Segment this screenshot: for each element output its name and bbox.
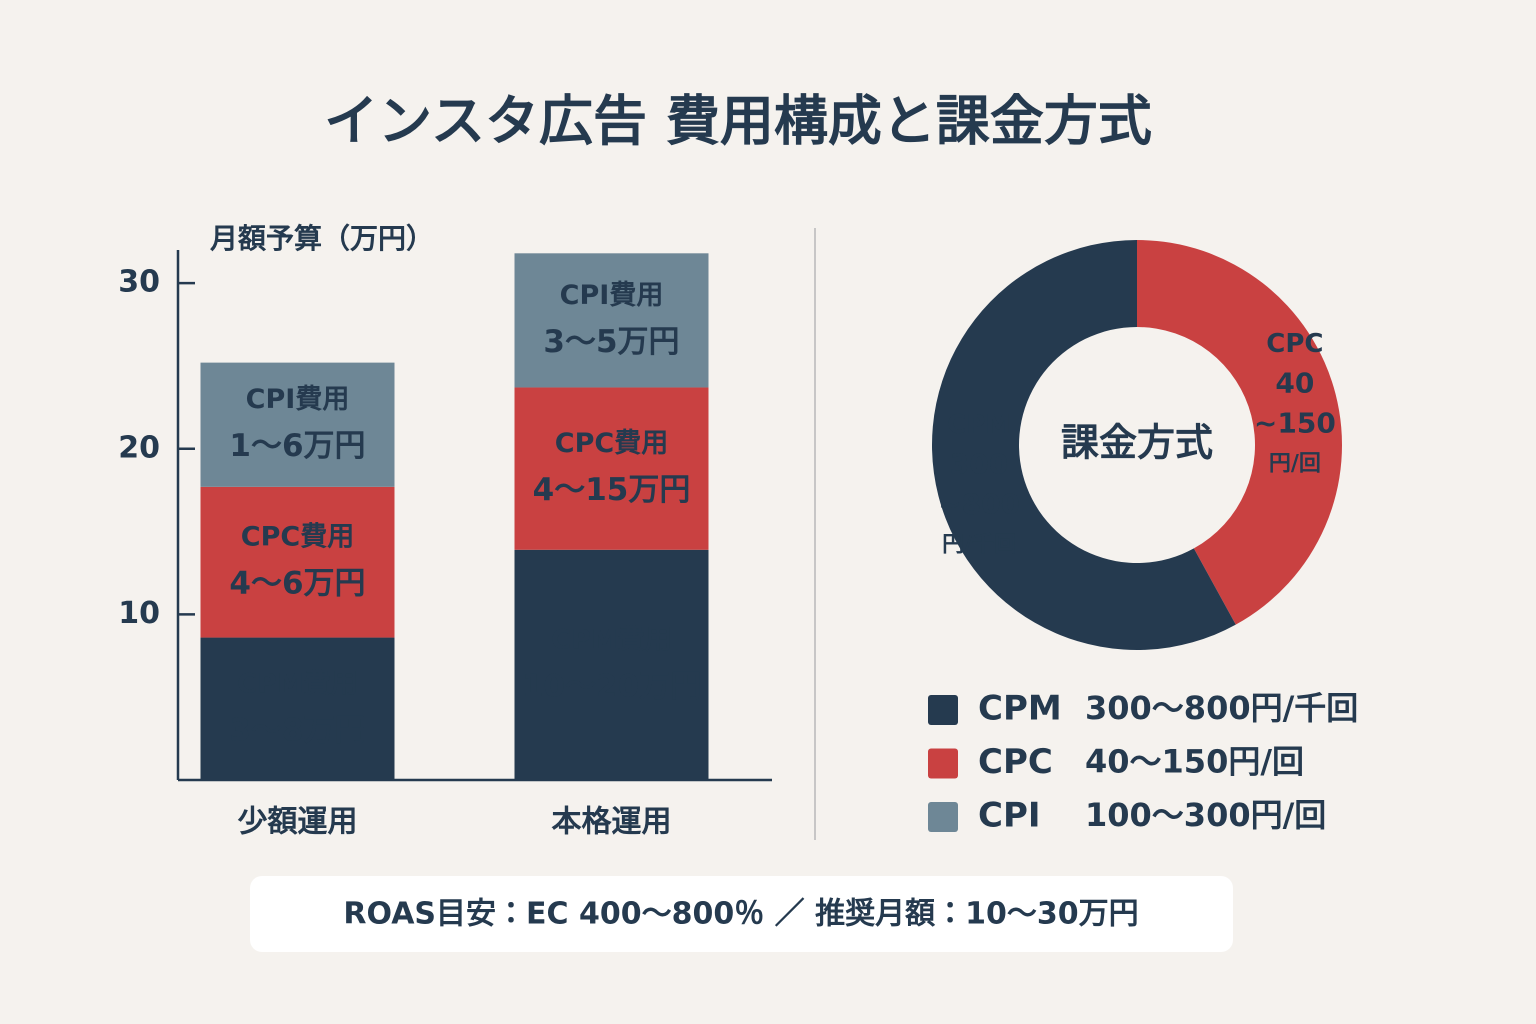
segment-range: 1～6万円 — [229, 428, 365, 464]
segment-range: 10～20万円 — [522, 668, 701, 704]
legend-name: CPI — [978, 796, 1041, 836]
legend-swatch — [928, 802, 958, 832]
x-tick-label: 本格運用 — [552, 805, 672, 840]
slice-label: ~150 — [1254, 406, 1336, 439]
donut-slice — [932, 240, 1236, 650]
bar-segment — [514, 549, 709, 780]
y-axis-label: 月額予算（万円） — [209, 222, 434, 255]
segment-range: 4～6万円 — [229, 566, 365, 602]
legend-swatch — [928, 695, 958, 725]
slice-label: ~800 — [938, 488, 1020, 521]
segment-name: CPI費用 — [246, 384, 350, 415]
bar-segment — [200, 486, 395, 638]
bar-segment — [514, 387, 709, 550]
segment-range: 3～5万円 — [543, 324, 679, 360]
slice-label: 300 — [950, 448, 1008, 481]
y-tick-label: 30 — [118, 265, 160, 300]
segment-name: CPC費用 — [555, 428, 668, 459]
footer-box — [250, 876, 1233, 952]
footer-note: ROAS目安：EC 400～800％ ／ 推奨月額：10～30万円 — [343, 897, 1138, 932]
legend-swatch — [928, 748, 958, 779]
segment-name: CPM費用 — [551, 624, 671, 655]
legend-text: 40～150円/回 — [1085, 743, 1304, 781]
slice-name: CPM — [947, 410, 1011, 440]
slice-label: 円/千回 — [942, 533, 1016, 558]
x-tick-label: 少額運用 — [238, 805, 358, 840]
slice-name: CPC — [1266, 329, 1323, 359]
y-tick-label: 20 — [118, 430, 160, 465]
legend-name: CPM — [978, 689, 1062, 729]
bar-segment — [200, 362, 395, 487]
legend-text: 300～800円/千回 — [1085, 689, 1358, 727]
donut-slice — [1137, 240, 1343, 625]
bar-segment — [514, 253, 709, 388]
slice-label: 円/回 — [1269, 451, 1321, 476]
segment-range: 3～8万円 — [229, 712, 365, 748]
segment-name: CPM費用 — [237, 668, 357, 699]
segment-name: CPC費用 — [241, 522, 354, 553]
title: インスタ広告 費用構成と課金方式 — [324, 90, 1152, 153]
legend-name: CPC — [978, 742, 1053, 782]
legend-text: 100～300円/回 — [1085, 796, 1326, 834]
y-tick-label: 10 — [118, 596, 160, 631]
slice-label: 40 — [1275, 366, 1314, 399]
donut-center-label: 課金方式 — [1061, 421, 1213, 465]
bar-segment — [200, 637, 395, 780]
segment-range: 4～15万円 — [533, 472, 691, 508]
segment-name: CPI費用 — [560, 280, 664, 311]
